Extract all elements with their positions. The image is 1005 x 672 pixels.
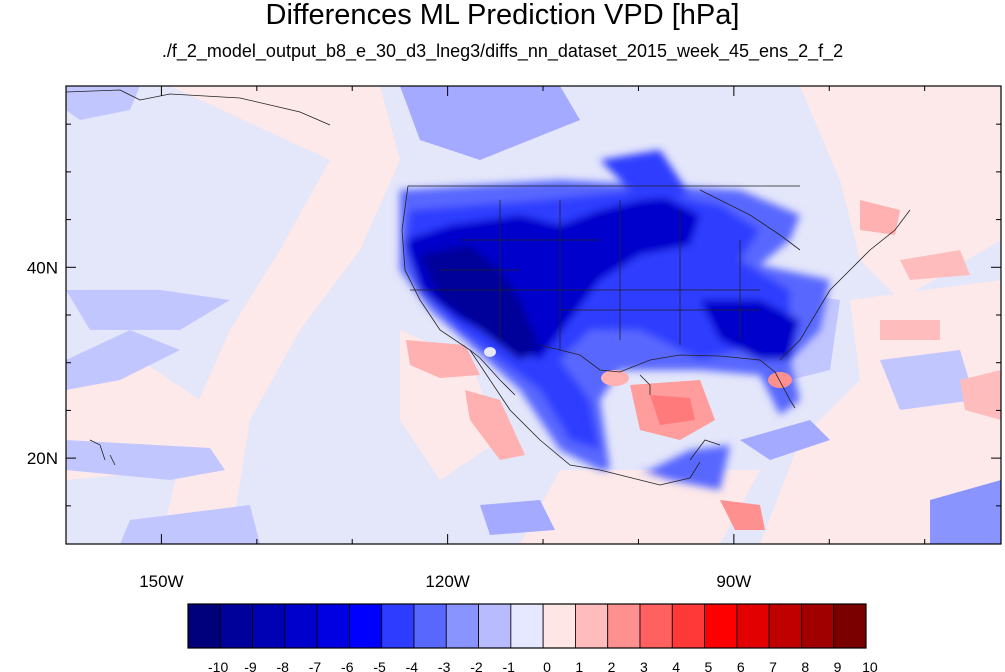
map-axes: 150W 120W 90W 40N 20N	[27, 86, 1001, 591]
colorbar-swatch	[801, 603, 835, 649]
colorbar-label: -5	[373, 659, 386, 672]
colorbar-label: -7	[309, 659, 322, 672]
colorbar-swatch	[607, 603, 641, 649]
colorbar: -10 -9 -8 -7 -6 -5 -4 -3 -2 -1 0 1 2 3 4 5 6 7 8 9 10	[187, 603, 878, 672]
colorbar-swatch	[575, 603, 609, 649]
land-negative-anomaly	[400, 150, 830, 490]
colorbar-label: 10	[862, 659, 878, 672]
lat-tick-label: 40N	[27, 258, 58, 277]
map-plot-area	[66, 86, 1001, 544]
colorbar-swatch	[252, 603, 286, 649]
land-positive-spots	[484, 347, 792, 388]
lat-tick-label: 20N	[27, 449, 58, 468]
colorbar-swatch	[284, 603, 318, 649]
colorbar-label: 0	[543, 659, 551, 672]
colorbar-swatch	[478, 603, 512, 649]
colorbar-label: -10	[208, 659, 228, 672]
colorbar-swatch	[219, 603, 253, 649]
colorbar-label: 8	[801, 659, 809, 672]
colorbar-swatch	[833, 603, 867, 649]
lon-tick-label: 150W	[139, 572, 183, 591]
colorbar-swatch	[542, 603, 576, 649]
colorbar-swatch	[445, 603, 479, 649]
colorbar-swatch	[510, 603, 544, 649]
colorbar-swatch	[187, 603, 221, 649]
colorbar-label: 7	[769, 659, 777, 672]
colorbar-label: -2	[470, 659, 483, 672]
colorbar-swatch	[736, 603, 770, 649]
colorbar-label: 9	[834, 659, 842, 672]
colorbar-swatch	[381, 603, 415, 649]
colorbar-label: -8	[276, 659, 289, 672]
colorbar-swatch	[671, 603, 705, 649]
colorbar-label: -1	[502, 659, 515, 672]
colorbar-frame	[187, 603, 867, 649]
colorbar-label: -3	[438, 659, 451, 672]
colorbar-label: -6	[341, 659, 354, 672]
lon-tick-label: 120W	[425, 572, 469, 591]
colorbar-swatch	[316, 603, 350, 649]
colorbar-label: 2	[608, 659, 616, 672]
map-subtitle: ./f_2_model_output_b8_e_30_d3_lneg3/diff…	[161, 41, 844, 61]
colorbar-swatch	[768, 603, 802, 649]
colorbar-label: -9	[244, 659, 257, 672]
ocean-strong-positive-areas	[406, 200, 1001, 530]
colorbar-label: 1	[575, 659, 583, 672]
colorbar-label: 6	[737, 659, 745, 672]
coastlines-and-borders	[66, 89, 911, 486]
colorbar-label: 4	[672, 659, 680, 672]
colorbar-swatch	[639, 603, 673, 649]
colorbar-swatch	[349, 603, 383, 649]
colorbar-swatch	[704, 603, 738, 649]
colorbar-label: 3	[640, 659, 648, 672]
colorbar-label: 5	[705, 659, 713, 672]
colorbar-label: -4	[406, 659, 419, 672]
lon-tick-label: 90W	[716, 572, 751, 591]
map-title: Differences ML Prediction VPD [hPa]	[265, 0, 740, 31]
colorbar-swatch	[413, 603, 447, 649]
